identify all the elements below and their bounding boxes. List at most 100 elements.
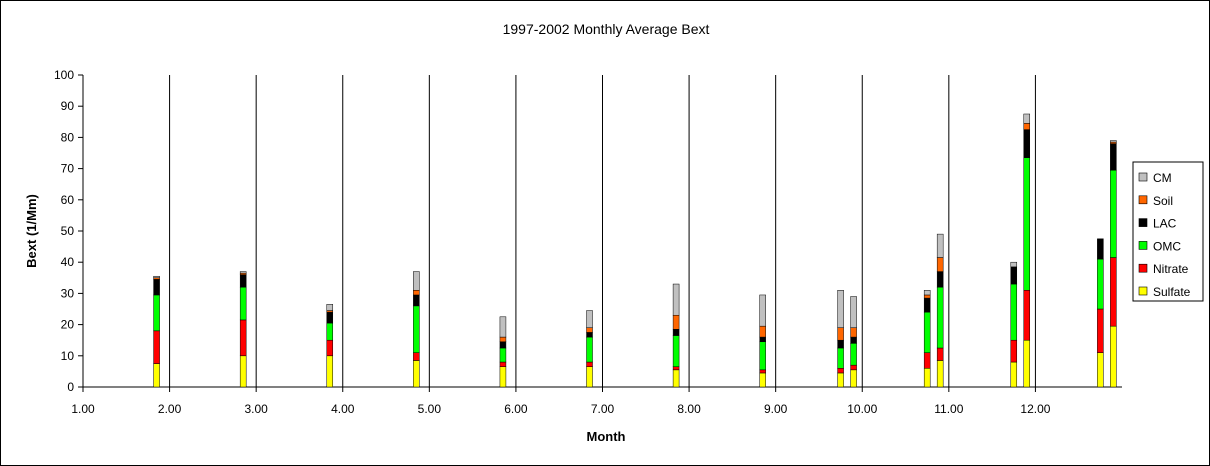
bar-segment-lac	[1010, 266, 1018, 285]
bar-segment-sulfate	[1097, 352, 1104, 388]
x-tick-label: 3.00	[244, 402, 268, 416]
bar-segment-nitrate	[1110, 257, 1117, 327]
bar-segment-nitrate	[1010, 339, 1018, 363]
bar-segment-nitrate	[672, 366, 680, 371]
x-tick-label: 6.00	[504, 402, 528, 416]
bar-segment-omc	[1097, 258, 1104, 310]
bar-segment-nitrate	[850, 364, 857, 371]
y-tick-label: 20	[61, 318, 75, 332]
bar-segment-soil	[499, 336, 507, 343]
x-axis-title: Month	[587, 429, 626, 444]
bar-segment-cm	[239, 271, 247, 274]
bar-segment-omc	[1010, 283, 1018, 341]
bar-segment-omc	[239, 286, 247, 321]
legend-label-omc: OMC	[1153, 239, 1181, 253]
bar-segment-nitrate	[936, 347, 944, 361]
bar-segment-cm	[586, 310, 593, 328]
bar-segment-sulfate	[936, 360, 944, 388]
chart-title: 1997-2002 Monthly Average Bext	[503, 21, 710, 37]
bar-segment-nitrate	[759, 369, 766, 374]
bar-segment-lac	[936, 271, 944, 288]
bar-segment-cm	[1110, 140, 1117, 143]
bar-segment-soil	[759, 325, 766, 338]
legend-swatch-nitrate	[1138, 263, 1148, 273]
bar-segment-sulfate	[239, 355, 247, 388]
bar-segment-omc	[499, 347, 507, 363]
bar-segment-sulfate	[837, 372, 844, 388]
legend-label-cm: CM	[1153, 171, 1172, 185]
bar-segment-nitrate	[413, 352, 420, 361]
bar-segment-soil	[923, 294, 931, 299]
bar-segment-sulfate	[413, 360, 420, 388]
legend-swatch-omc	[1138, 241, 1148, 250]
legend-swatch-lac	[1138, 218, 1148, 227]
bar-segment-cm	[499, 316, 507, 338]
bar-segment-omc	[326, 322, 334, 341]
bar-segment-lac	[586, 332, 593, 338]
x-tick-label: 5.00	[418, 402, 442, 416]
bar-segment-soil	[672, 314, 680, 330]
bar-segment-nitrate	[499, 361, 507, 367]
bar-segment-sulfate	[586, 366, 593, 388]
x-tick-label: 2.00	[158, 402, 182, 416]
y-tick-label: 0	[67, 380, 74, 394]
bar-segment-sulfate	[499, 366, 507, 388]
bar-segment-lac	[413, 294, 420, 307]
y-tick-label: 80	[61, 130, 75, 144]
bar-segment-nitrate	[326, 339, 334, 357]
bar-segment-lac	[1110, 143, 1117, 171]
bar-segment-soil	[586, 327, 593, 333]
bar-segment-soil	[413, 290, 420, 296]
y-tick-label: 30	[61, 286, 75, 300]
bar-segment-lac	[837, 339, 844, 349]
legend: CM Soil LAC OMC Nitrate Sulfate	[1132, 161, 1204, 302]
y-tick-label: 40	[61, 255, 75, 269]
bar-segment-lac	[850, 336, 857, 344]
bar-segment-lac	[153, 279, 160, 296]
bar-segment-cm	[850, 296, 857, 328]
bar-segment-sulfate	[1010, 361, 1018, 388]
bar-segment-cm	[153, 275, 160, 279]
x-tick-label: 10.00	[847, 402, 877, 416]
bar-segment-lac	[759, 336, 766, 343]
bar-segment-soil	[1023, 123, 1031, 130]
bar-segment-omc	[153, 294, 160, 332]
bar-segment-omc	[936, 286, 944, 349]
legend-swatch-sulfate	[1138, 286, 1148, 296]
bar-segment-lac	[326, 311, 334, 324]
bar-segment-sulfate	[759, 372, 766, 388]
bar-segment-omc	[923, 311, 931, 353]
bar-segment-omc	[413, 305, 420, 353]
bar-segment-omc	[1023, 157, 1031, 291]
bar-segment-cm	[1010, 261, 1018, 268]
bar-segment-nitrate	[153, 330, 160, 364]
bar-segment-omc	[850, 343, 857, 366]
legend-label-soil: Soil	[1153, 194, 1173, 208]
legend-label-sulfate: Sulfate	[1153, 285, 1191, 299]
bar-segment-nitrate	[1097, 308, 1104, 353]
bar-segment-soil	[850, 327, 857, 338]
bar-segment-cm	[923, 290, 931, 296]
bar-segment-lac	[499, 341, 507, 349]
y-tick-label: 60	[61, 193, 75, 207]
y-tick-label: 90	[61, 99, 75, 113]
legend-box	[1132, 161, 1204, 302]
bar-segment-cm	[936, 233, 944, 258]
x-tick-label: 11.00	[934, 402, 963, 416]
plot-area: 0 10 20 30 40 50 60 70 80 90 100 1.00 2.00 3.00 4.00 5.…	[54, 68, 1122, 416]
bar-segment-sulfate	[1023, 339, 1031, 388]
bar-segment-cm	[672, 283, 680, 316]
bar-segment-omc	[672, 335, 680, 367]
y-tick-label: 10	[61, 349, 75, 363]
y-tick-label: 50	[61, 224, 75, 238]
x-tick-label: 7.00	[591, 402, 615, 416]
bar-segment-cm	[1023, 113, 1031, 124]
legend-label-nitrate: Nitrate	[1153, 262, 1189, 276]
bar-segment-omc	[837, 347, 844, 369]
bar-segment-sulfate	[923, 368, 931, 388]
bar-segment-soil	[837, 327, 844, 341]
bar-segment-soil	[936, 257, 944, 272]
x-tick-label: 9.00	[764, 402, 788, 416]
